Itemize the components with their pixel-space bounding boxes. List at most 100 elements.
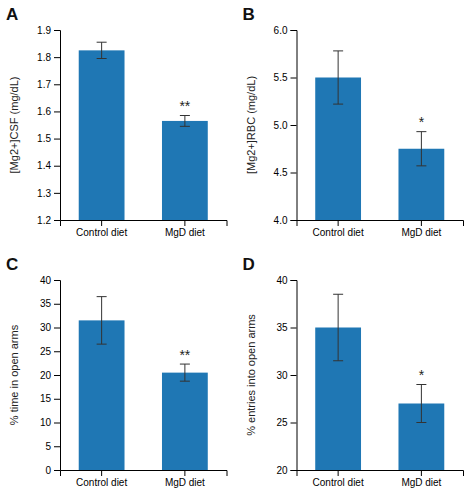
error-bar-cap: [416, 165, 426, 166]
tick: 1.5: [37, 133, 60, 144]
error-bar-cap: [333, 50, 343, 51]
tick-label: MgD diet: [165, 227, 205, 238]
error-bar-stem: [184, 364, 185, 381]
tick-mark: [291, 328, 297, 329]
y-axis-title: % entries into open arms: [245, 314, 257, 436]
figure: 1.21.31.41.51.61.71.81.9Control dietMgD …: [0, 0, 473, 500]
tick-mark: [421, 220, 422, 226]
tick: 4.5: [274, 167, 297, 178]
tick-mark: [101, 220, 102, 226]
tick-mark: [54, 220, 60, 221]
error-bar-stem: [421, 132, 422, 166]
error-bar-cap: [416, 384, 426, 385]
error-bar: [416, 132, 426, 166]
x-axis: Control dietMgD diet: [61, 220, 228, 238]
error-bar-cap: [416, 422, 426, 423]
tick: MgD diet: [401, 220, 441, 238]
tick-mark: [54, 166, 60, 167]
tick-label: MgD diet: [401, 227, 441, 238]
error-bar-stem: [101, 297, 102, 345]
tick: 10: [40, 417, 60, 428]
error-bar-cap: [97, 296, 107, 297]
error-bar-cap: [180, 126, 190, 127]
tick-label: 20: [40, 370, 52, 381]
tick-label: 1.4: [37, 160, 51, 171]
error-bar: [333, 294, 343, 361]
y-axis: 4.0 4.5 5.0 5.5 6.0: [274, 25, 297, 226]
y-axis: 0510152025303540: [40, 275, 61, 476]
tick: Control diet: [76, 470, 127, 488]
error-bar-cap: [416, 131, 426, 132]
error-bar: [180, 364, 190, 381]
tick-label: 4.5: [274, 167, 288, 178]
tick: 5.0: [274, 120, 297, 131]
tick: 0: [45, 465, 60, 476]
tick: 1.3: [37, 188, 60, 199]
error-bar: [97, 42, 107, 58]
x-axis: Control dietMgD diet: [297, 470, 464, 488]
tick-mark: [54, 193, 60, 194]
tick-mark: [291, 78, 297, 79]
tick: 6.0: [274, 25, 297, 36]
tick-label: 30: [276, 370, 288, 381]
error-bar: [97, 297, 107, 345]
error-bar-stem: [338, 51, 339, 104]
axis-line: [291, 31, 298, 221]
tick-mark: [54, 84, 60, 85]
tick-label: 25: [40, 346, 52, 357]
tick-label: 40: [276, 275, 288, 286]
axis-line: [61, 221, 228, 227]
annotation: **: [179, 347, 190, 363]
tick-mark: [54, 446, 60, 447]
tick: MgD diet: [165, 470, 205, 488]
y-axis: 20 25 30 35 40: [276, 275, 297, 476]
marks: [79, 42, 208, 220]
tick-label: MgD diet: [401, 477, 441, 488]
tick-mark: [338, 470, 339, 476]
tick-mark: [184, 220, 185, 226]
tick-label: 30: [40, 322, 52, 333]
annotation: *: [419, 367, 425, 383]
tick-mark: [54, 351, 60, 352]
tick: 20: [276, 465, 296, 476]
tick-label: 20: [276, 465, 288, 476]
marks: [315, 51, 444, 220]
tick-label: 5.0: [274, 120, 288, 131]
panel-label: D: [243, 255, 255, 274]
tick: 1.2: [37, 215, 60, 226]
tick-mark: [291, 423, 297, 424]
tick-label: 1.7: [37, 79, 51, 90]
tick: 4.0: [274, 215, 297, 226]
tick-mark: [54, 139, 60, 140]
tick-label: 1.2: [37, 215, 51, 226]
tick-mark: [54, 375, 60, 376]
tick: 30: [40, 322, 60, 333]
tick: 15: [40, 393, 60, 404]
tick-label: 15: [40, 393, 52, 404]
axis-line: [54, 31, 61, 221]
axis-line: [297, 221, 464, 227]
tick: 5.5: [274, 72, 297, 83]
tick: 35: [40, 298, 60, 309]
tick-label: 35: [40, 298, 52, 309]
tick-mark: [54, 280, 60, 281]
panel: 1.21.31.41.51.61.71.81.9Control dietMgD …: [6, 5, 227, 500]
tick-mark: [291, 375, 297, 376]
tick-mark: [291, 173, 297, 174]
tick-label: 40: [40, 275, 52, 286]
tick-label: 1.5: [37, 133, 51, 144]
tick: 1.6: [37, 106, 60, 117]
tick: 35: [276, 322, 296, 333]
tick-mark: [291, 470, 297, 471]
marks: [79, 297, 208, 470]
tick-mark: [54, 304, 60, 305]
tick: 25: [276, 417, 296, 428]
tick-mark: [54, 328, 60, 329]
tick-mark: [54, 111, 60, 112]
tick-label: 0: [45, 465, 51, 476]
bar: [79, 50, 125, 220]
y-axis: 1.21.31.41.51.61.71.81.9: [37, 25, 60, 226]
error-bar: [333, 51, 343, 104]
tick-label: 35: [276, 322, 288, 333]
error-bar-cap: [333, 104, 343, 105]
